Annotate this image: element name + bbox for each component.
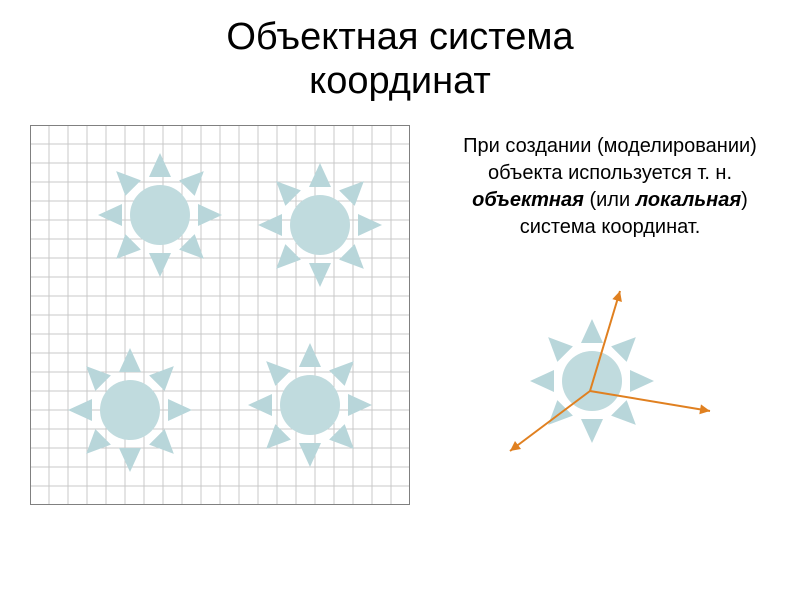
desc-pre: При создании (моделировании) объекта исп… xyxy=(463,135,757,184)
sun-top-right xyxy=(250,155,390,295)
axes-svg xyxy=(500,281,720,481)
desc-em1: объектная xyxy=(472,189,584,211)
desc-em2: локальная xyxy=(636,189,741,211)
description-text: При создании (моделировании) объекта исп… xyxy=(440,125,780,241)
title-line1: Объектная система xyxy=(226,16,573,58)
axes-figure xyxy=(500,281,720,481)
title-line2: координат xyxy=(309,60,491,102)
sun-bottom-left xyxy=(60,340,200,480)
sun-bottom-right xyxy=(240,335,380,475)
sun-top-left xyxy=(90,145,230,285)
right-column: При создании (моделировании) объекта исп… xyxy=(440,125,780,505)
content-row: При создании (моделировании) объекта исп… xyxy=(0,103,800,505)
desc-mid: (или xyxy=(584,189,636,211)
page-title: Объектная система координат xyxy=(0,0,800,103)
grid-panel xyxy=(30,125,410,505)
